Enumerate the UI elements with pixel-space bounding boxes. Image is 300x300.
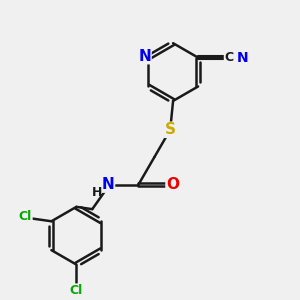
Text: N: N <box>102 177 115 192</box>
Text: S: S <box>165 122 176 137</box>
Text: Cl: Cl <box>70 284 83 297</box>
Text: Cl: Cl <box>19 210 32 224</box>
Text: H: H <box>92 186 103 199</box>
Text: C: C <box>224 51 233 64</box>
Text: N: N <box>236 51 248 64</box>
Text: N: N <box>138 49 151 64</box>
Text: O: O <box>166 177 179 192</box>
